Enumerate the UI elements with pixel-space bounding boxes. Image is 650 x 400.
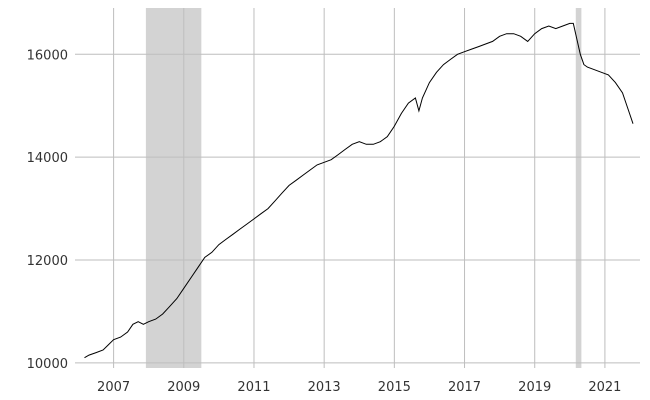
y-tick-label: 16000	[27, 48, 68, 63]
y-tick-label: 10000	[27, 357, 68, 372]
y-axis-ticks: 10000 12000 14000 16000	[27, 48, 68, 372]
x-tick-label: 2007	[97, 380, 130, 395]
x-tick-label: 2009	[167, 380, 200, 395]
y-tick-label: 14000	[27, 151, 68, 166]
x-tick-label: 2017	[448, 380, 481, 395]
grid-lines	[75, 8, 640, 368]
x-tick-label: 2011	[237, 380, 270, 395]
x-tick-label: 2013	[308, 380, 341, 395]
x-tick-label: 2021	[588, 380, 621, 395]
x-tick-label: 2015	[378, 380, 411, 395]
recession-shades	[145, 8, 582, 368]
x-axis-ticks: 2007 2009 2011 2013 2015 2017 2019 2021	[97, 380, 621, 395]
x-tick-label: 2019	[518, 380, 551, 395]
shaded-region-1	[575, 8, 582, 368]
series-line	[84, 22, 634, 359]
y-tick-label: 12000	[27, 254, 68, 269]
shaded-region-0	[145, 8, 202, 368]
